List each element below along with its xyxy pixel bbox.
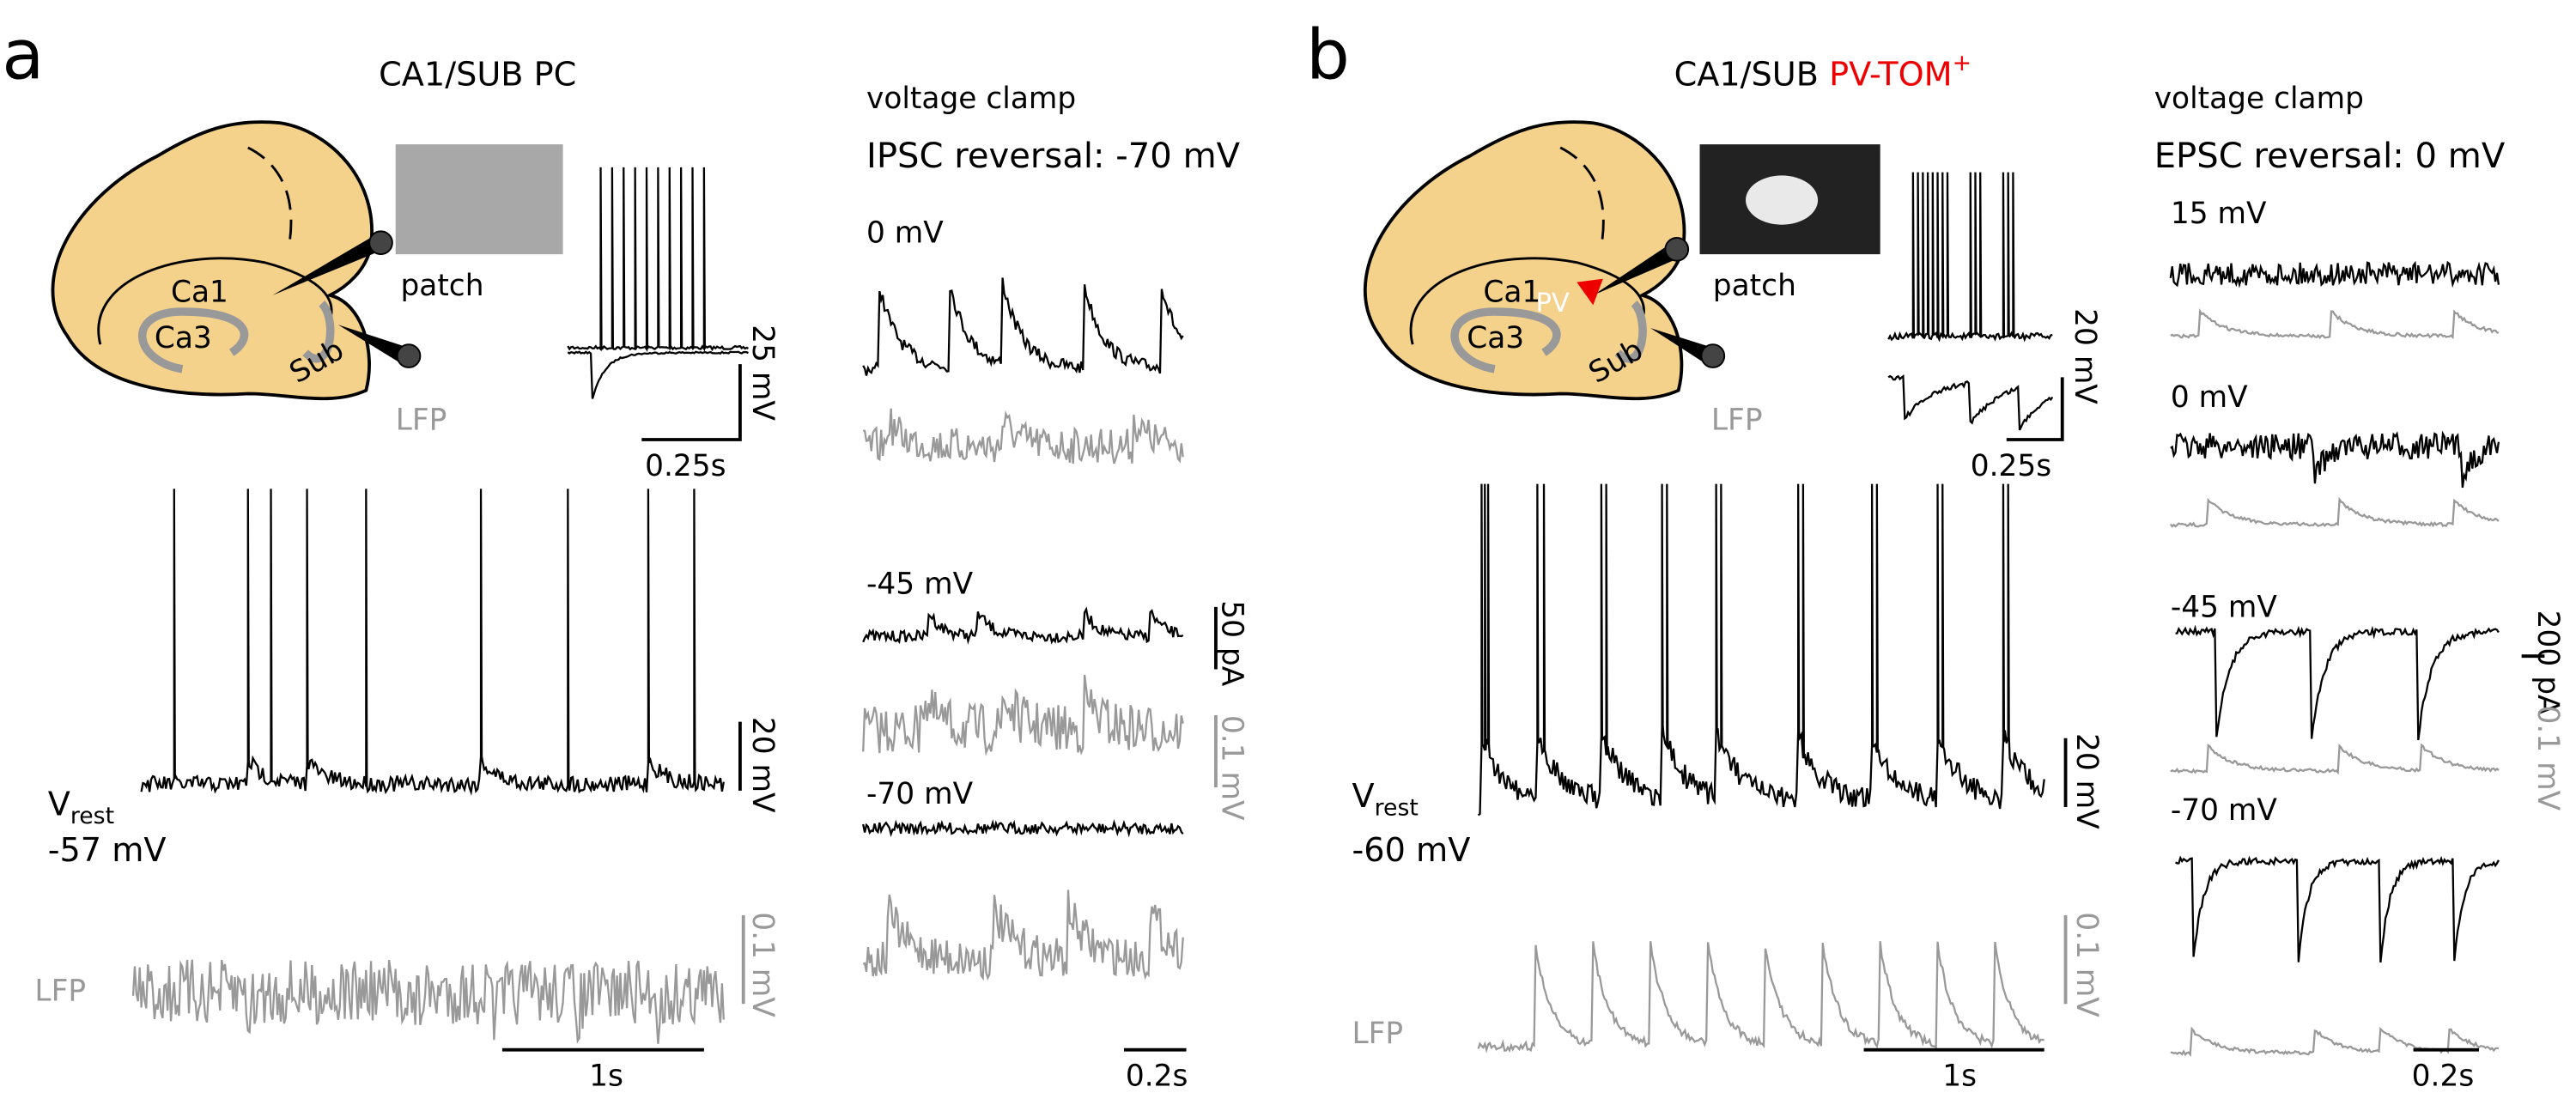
hold-label: -45 mV xyxy=(866,568,974,602)
scale-label: 1s xyxy=(589,1060,623,1094)
trace xyxy=(567,167,749,353)
trace xyxy=(862,277,1184,376)
lfp-label: LFP xyxy=(1711,404,1763,438)
hold-label: -70 mV xyxy=(866,777,974,811)
trace xyxy=(1887,373,2054,431)
trace xyxy=(2170,430,2500,489)
resting-potential: -57 mV xyxy=(48,832,167,870)
slice: Ca1 Ca3 Sub patch LFP xyxy=(51,120,563,438)
trace xyxy=(862,818,1184,838)
trace xyxy=(862,890,1184,981)
panel-label: b xyxy=(1306,15,1350,95)
trace xyxy=(2170,743,2500,775)
panel-title: CA1/SUB PV-TOM+ xyxy=(1674,50,1971,94)
scale-label: 0.2s xyxy=(2412,1060,2475,1094)
scale-label: 20 mV xyxy=(2068,308,2102,404)
trace xyxy=(131,959,725,1044)
clamp-heading: voltage clamp xyxy=(2154,82,2364,116)
scale-label: 0.1 mV xyxy=(1215,715,1249,821)
scale-label: 1s xyxy=(1942,1060,1977,1094)
hold-label: -70 mV xyxy=(2171,793,2278,828)
patch-label: patch xyxy=(1713,269,1796,303)
scale-label: 25 mV xyxy=(745,325,780,421)
scale-label: 0.25s xyxy=(1971,449,2051,483)
scale-label: 0.1 mV xyxy=(2069,912,2104,1017)
hold-label: 15 mV xyxy=(2171,197,2267,231)
trace xyxy=(2169,496,2500,528)
vrest-label: Vrest xyxy=(48,786,114,829)
region-label: Ca3 xyxy=(155,321,212,355)
trace xyxy=(1887,172,2053,343)
scale-bar xyxy=(641,364,742,441)
lfp-label: LFP xyxy=(1352,1017,1404,1051)
scale-label: 20 mV xyxy=(2069,733,2104,829)
panel-label: a xyxy=(2,15,44,95)
trace xyxy=(862,674,1184,756)
resting-potential: -60 mV xyxy=(1352,832,1471,870)
panel-title: CA1/SUB PC xyxy=(379,56,576,94)
region-label: Ca1 xyxy=(1483,276,1540,310)
trace xyxy=(1477,483,2045,817)
lfp-label: LFP xyxy=(396,404,447,438)
scale-label: 50 pA xyxy=(1215,600,1249,686)
patch-label: patch xyxy=(400,269,483,303)
trace xyxy=(1477,941,2044,1053)
scale-label: 20 mV xyxy=(745,717,780,813)
vrest-label: Vrest xyxy=(1352,778,1419,822)
pv-label: PV xyxy=(1535,288,1569,319)
slice: Ca1 Ca3 Sub PV patch LFP xyxy=(1364,120,1880,438)
lfp-label: LFP xyxy=(34,974,86,1008)
scale-label: 0.1 mV xyxy=(745,912,780,1017)
trace xyxy=(567,350,749,399)
trace xyxy=(862,606,1184,645)
trace xyxy=(2169,260,2500,288)
trace xyxy=(2175,624,2500,741)
trace xyxy=(140,489,725,796)
scale-bar xyxy=(2006,377,2064,441)
trace xyxy=(2170,307,2500,340)
trace xyxy=(862,408,1184,464)
clamp-subtitle: EPSC reversal: 0 mV xyxy=(2154,137,2506,176)
region-label: Ca3 xyxy=(1467,321,1524,355)
scale-label: 0.2s xyxy=(1126,1060,1188,1094)
hold-label: -45 mV xyxy=(2171,590,2278,624)
hold-label: 0 mV xyxy=(2171,380,2248,415)
hold-label: 0 mV xyxy=(866,216,944,251)
region-label: Ca1 xyxy=(171,276,228,310)
traces xyxy=(131,167,2500,1057)
scale-label: 0.1 mV xyxy=(2530,705,2565,811)
clamp-heading: voltage clamp xyxy=(866,82,1076,116)
scale-label: 0.25s xyxy=(645,449,726,483)
scale-label: 200 pA xyxy=(2530,610,2565,715)
clamp-subtitle: IPSC reversal: -70 mV xyxy=(866,137,1241,176)
trace xyxy=(2174,855,2500,962)
